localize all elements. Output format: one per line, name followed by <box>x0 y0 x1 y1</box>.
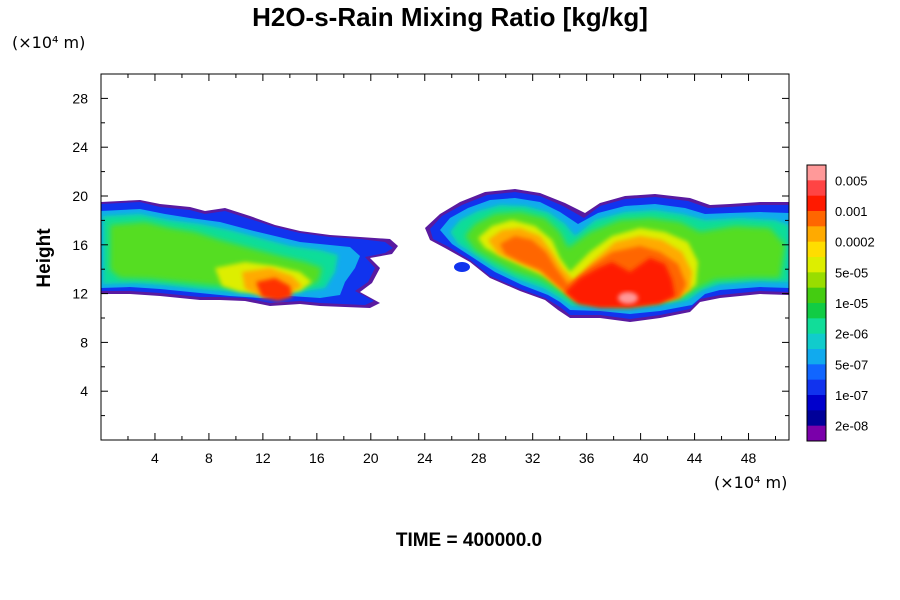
colorbar-frame <box>806 164 827 442</box>
colorbar-swatch <box>807 211 826 227</box>
mixing-ratio-field <box>101 189 789 322</box>
y-tick-label: 28 <box>72 90 88 106</box>
x-tick-label: 12 <box>255 450 271 466</box>
colorbar-swatch <box>807 349 826 365</box>
colorbar-label: 1e-07 <box>835 388 868 403</box>
x-axis-ticks: 4 8 12 16 20 24 28 32 36 40 44 48 <box>127 74 777 466</box>
x-tick-label: 40 <box>633 450 649 466</box>
x-tick-label: 36 <box>579 450 595 466</box>
colorbar-swatch <box>807 333 826 350</box>
left-cloud-core <box>256 278 292 301</box>
y-axis-ticks: 4 8 12 16 20 24 28 <box>72 73 789 417</box>
x-unit-label: (×10⁴ m) <box>714 473 787 492</box>
colorbar-label: 2e-08 <box>835 419 868 434</box>
time-label: TIME = 400000.0 <box>395 530 543 551</box>
colorbar-swatch <box>807 165 826 181</box>
x-tick-label: 48 <box>741 450 757 466</box>
colorbar-label: 5e-05 <box>835 265 868 280</box>
y-tick-label: 4 <box>80 383 88 399</box>
y-unit-label: (×10⁴ m) <box>12 33 85 52</box>
right-cloud-red-core <box>565 258 675 308</box>
y-tick-label: 8 <box>80 334 88 350</box>
right-cloud-cap-blob <box>454 262 470 272</box>
x-tick-label: 24 <box>417 450 433 466</box>
right-cloud <box>425 189 789 322</box>
colorbar-swatch <box>807 287 826 304</box>
colorbar-label: 0.0002 <box>835 235 875 250</box>
y-tick-label: 20 <box>72 188 88 204</box>
y-tick-label: 12 <box>72 286 88 302</box>
y-axis-label: Height <box>34 228 55 288</box>
colorbar-swatch <box>807 379 826 396</box>
x-tick-label: 32 <box>525 450 541 466</box>
colorbar-swatch <box>807 318 826 335</box>
x-tick-label: 28 <box>471 450 487 466</box>
x-tick-label: 16 <box>309 450 325 466</box>
x-tick-label: 4 <box>151 450 159 466</box>
colorbar-swatch <box>807 425 826 442</box>
colorbar-swatch <box>807 195 826 212</box>
colorbar-label: 0.001 <box>835 204 868 219</box>
colorbar-swatch <box>807 257 826 273</box>
colorbar-swatch <box>807 180 826 197</box>
colorbar-label: 5e-07 <box>835 357 868 372</box>
colorbar-swatch <box>807 241 826 258</box>
chart-title: H2O-s-Rain Mixing Ratio [kg/kg] <box>252 2 648 32</box>
colorbar-swatch <box>807 303 826 319</box>
colorbar-swatch <box>807 364 826 381</box>
y-tick-label: 24 <box>72 139 88 155</box>
colorbar-label: 0.005 <box>835 173 868 188</box>
left-cloud <box>101 200 398 308</box>
y-tick-label: 16 <box>72 237 88 253</box>
colorbar-swatch <box>807 410 826 427</box>
right-cloud-peak <box>618 292 638 304</box>
x-tick-label: 20 <box>363 450 379 466</box>
colorbar-label: 1e-05 <box>835 296 868 311</box>
colorbar-swatch <box>807 272 826 289</box>
colorbar-swatch <box>807 226 826 243</box>
x-tick-label: 44 <box>687 450 703 466</box>
plot-frame <box>100 73 790 441</box>
colorbar: 0.005 0.001 0.0002 5e-05 1e-05 2e-06 5e-07 1e-0… <box>806 164 875 442</box>
x-tick-label: 8 <box>205 450 213 466</box>
colorbar-swatch <box>807 395 826 411</box>
colorbar-label: 2e-06 <box>835 327 868 342</box>
